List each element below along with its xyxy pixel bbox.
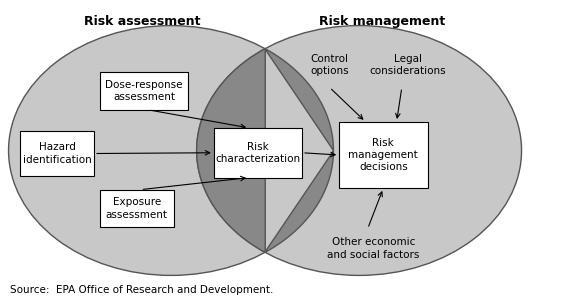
Text: Source:  EPA Office of Research and Development.: Source: EPA Office of Research and Devel…	[10, 285, 274, 295]
FancyBboxPatch shape	[214, 128, 302, 178]
Polygon shape	[197, 49, 333, 252]
Text: Other economic
and social factors: Other economic and social factors	[327, 237, 420, 259]
Text: Risk management: Risk management	[319, 14, 445, 28]
FancyBboxPatch shape	[100, 190, 174, 227]
FancyBboxPatch shape	[100, 72, 188, 110]
Text: Exposure
assessment: Exposure assessment	[106, 197, 168, 220]
Text: Legal
considerations: Legal considerations	[369, 54, 446, 76]
Text: Risk
characterization: Risk characterization	[215, 141, 300, 164]
FancyBboxPatch shape	[20, 131, 94, 176]
Ellipse shape	[197, 26, 522, 275]
Text: Hazard
identification: Hazard identification	[23, 142, 91, 165]
FancyBboxPatch shape	[339, 122, 428, 188]
Text: Control
options: Control options	[310, 54, 349, 76]
Ellipse shape	[9, 26, 333, 275]
Text: Risk assessment: Risk assessment	[84, 14, 201, 28]
Text: Risk
management
decisions: Risk management decisions	[348, 138, 418, 172]
Text: Dose-response
assessment: Dose-response assessment	[105, 80, 182, 102]
